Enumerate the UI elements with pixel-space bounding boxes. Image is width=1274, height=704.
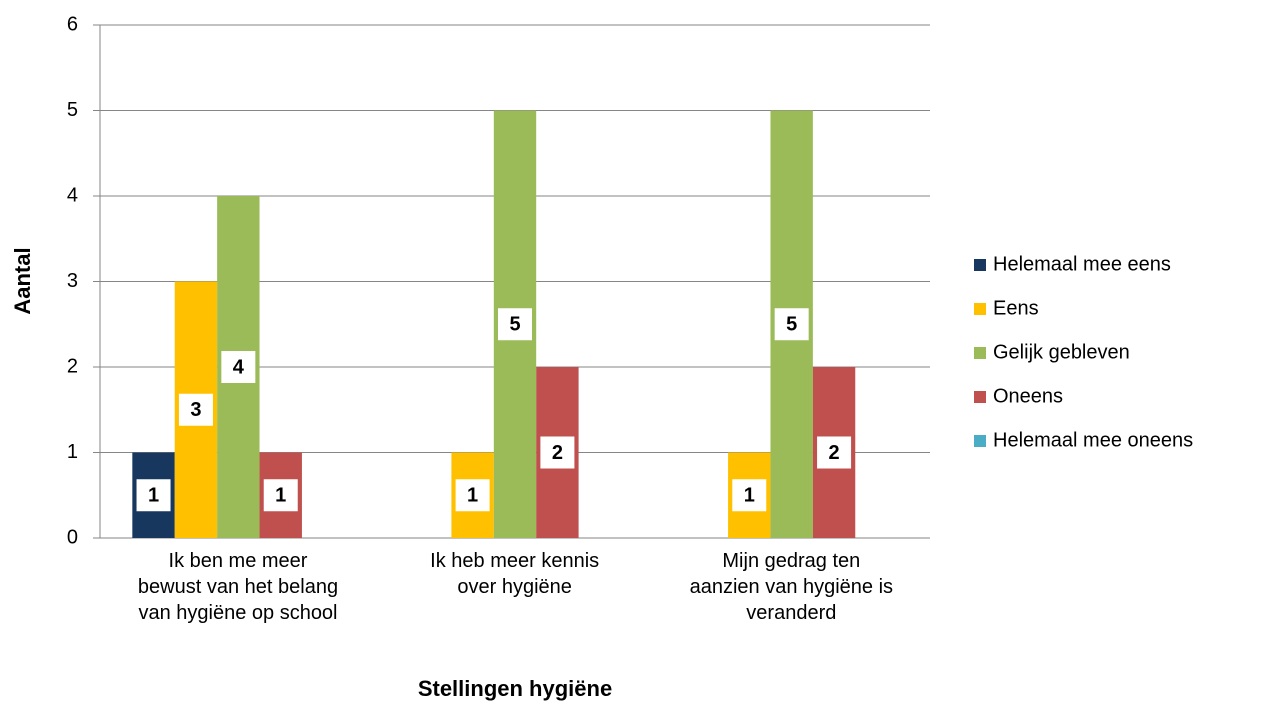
data-label: 3 bbox=[190, 399, 201, 421]
data-label-box bbox=[136, 479, 171, 512]
legend-label: Oneens bbox=[993, 385, 1063, 407]
y-tick-label: 5 bbox=[67, 99, 78, 121]
legend-label: Eens bbox=[993, 297, 1039, 319]
legend-label: Helemaal mee oneens bbox=[993, 429, 1193, 451]
data-label-box bbox=[498, 308, 532, 341]
y-tick-label: 1 bbox=[67, 441, 78, 463]
data-label-box bbox=[263, 479, 298, 512]
legend-swatch bbox=[974, 435, 986, 447]
x-axis-title: Stellingen hygiëne bbox=[418, 676, 612, 701]
legend-swatch bbox=[974, 259, 986, 271]
data-label-box bbox=[540, 436, 575, 469]
data-label: 5 bbox=[786, 314, 797, 336]
x-tick-label: Ik ben me meer bewust van het belang van… bbox=[137, 550, 339, 624]
x-tick-label: Mijn gedrag ten aanzien van hygiëne is v… bbox=[689, 550, 894, 624]
data-label: 1 bbox=[275, 485, 286, 507]
data-label: 2 bbox=[552, 442, 563, 464]
data-label-box bbox=[732, 479, 767, 512]
data-label: 1 bbox=[744, 485, 755, 507]
data-label: 4 bbox=[233, 356, 245, 378]
y-tick-label: 6 bbox=[67, 13, 78, 35]
y-tick-label: 4 bbox=[67, 184, 78, 206]
data-label: 1 bbox=[467, 485, 478, 507]
data-label-box bbox=[774, 308, 809, 341]
data-label: 2 bbox=[829, 442, 840, 464]
y-tick-label: 2 bbox=[67, 355, 78, 377]
data-label-box bbox=[221, 351, 256, 383]
legend-swatch bbox=[974, 347, 986, 359]
data-label-box bbox=[178, 393, 213, 426]
data-label-box bbox=[817, 436, 852, 469]
y-axis-title: Aantal bbox=[10, 247, 35, 314]
legend-label: Gelijk gebleven bbox=[993, 341, 1130, 363]
y-tick-label: 3 bbox=[67, 270, 78, 292]
y-tick-label: 0 bbox=[67, 526, 78, 548]
x-tick-label: Ik heb meer kennis over hygiëne bbox=[430, 550, 600, 598]
legend-label: Helemaal mee eens bbox=[993, 253, 1171, 275]
legend-swatch bbox=[974, 303, 986, 315]
data-label: 1 bbox=[148, 485, 159, 507]
legend-swatch bbox=[974, 391, 986, 403]
data-label-box bbox=[455, 479, 490, 512]
data-label: 5 bbox=[509, 314, 520, 336]
